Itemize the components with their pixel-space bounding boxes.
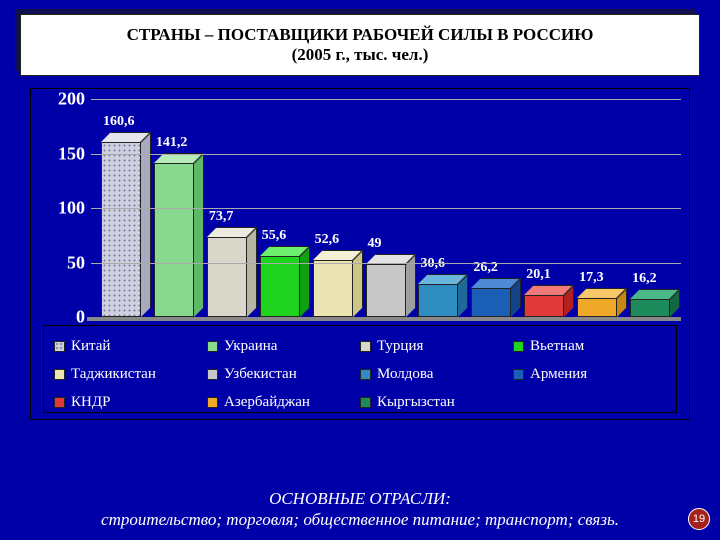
- bar: [313, 250, 363, 317]
- legend-item: Таджикистан: [54, 366, 207, 383]
- bar: [471, 278, 521, 317]
- value-label: 55,6: [262, 228, 287, 244]
- legend-item: Кыргызстан: [360, 394, 513, 411]
- bar: [630, 289, 680, 317]
- legend-label: Узбекистан: [224, 366, 297, 383]
- title-box: СТРАНЫ – ПОСТАВЩИКИ РАБОЧЕЙ СИЛЫ В РОССИ…: [20, 14, 700, 76]
- footer-line-2: строительство; торговля; общественное пи…: [0, 509, 720, 530]
- legend-item: Молдова: [360, 366, 513, 383]
- chart-axes: 160,6141,273,755,652,64930,626,220,117,3…: [41, 99, 681, 317]
- value-label: 160,6: [103, 114, 135, 130]
- y-tick-label: 200: [41, 89, 85, 110]
- slide-number: 19: [688, 508, 710, 530]
- bar: [577, 288, 627, 317]
- legend-swatch: [54, 397, 65, 408]
- bar: [260, 246, 310, 317]
- value-label: 20,1: [526, 267, 551, 283]
- footer-line-1: ОСНОВНЫЕ ОТРАСЛИ:: [0, 488, 720, 509]
- legend-label: Турция: [377, 338, 423, 355]
- legend-swatch: [513, 341, 524, 352]
- legend-item: КНДР: [54, 394, 207, 411]
- title-sub: (2005 г., тыс. чел.): [33, 45, 687, 65]
- legend-item: Азербайджан: [207, 394, 360, 411]
- value-label: 141,2: [156, 135, 188, 151]
- legend-label: Азербайджан: [224, 394, 310, 411]
- y-tick-label: 150: [41, 143, 85, 164]
- bar: [418, 274, 468, 317]
- y-tick-label: 50: [41, 252, 85, 273]
- legend-item: Турция: [360, 338, 513, 355]
- legend-swatch: [360, 369, 371, 380]
- legend-item: Узбекистан: [207, 366, 360, 383]
- bar: [154, 153, 204, 317]
- legend-label: Армения: [530, 366, 587, 383]
- legend-label: Вьетнам: [530, 338, 584, 355]
- legend-swatch: [360, 397, 371, 408]
- gridline: [91, 263, 681, 264]
- bar: [207, 227, 257, 317]
- legend-label: Таджикистан: [71, 366, 156, 383]
- y-tick-label: 100: [41, 198, 85, 219]
- legend-label: Украина: [224, 338, 277, 355]
- value-label: 52,6: [315, 232, 340, 248]
- legend-swatch: [360, 341, 371, 352]
- legend-label: Кыргызстан: [377, 394, 455, 411]
- legend-swatch: [207, 369, 218, 380]
- legend-label: Молдова: [377, 366, 433, 383]
- legend-swatch: [207, 397, 218, 408]
- legend-item: Армения: [513, 366, 666, 383]
- value-label: 16,2: [632, 271, 657, 287]
- bar: [101, 132, 151, 317]
- value-label: 17,3: [579, 270, 604, 286]
- legend-swatch: [513, 369, 524, 380]
- legend-item: Украина: [207, 338, 360, 355]
- legend-label: Китай: [71, 338, 110, 355]
- value-label: 30,6: [420, 256, 445, 272]
- legend-label: КНДР: [71, 394, 110, 411]
- legend-swatch: [54, 369, 65, 380]
- value-label: 73,7: [209, 209, 234, 225]
- gridline: [91, 208, 681, 209]
- title-main: СТРАНЫ – ПОСТАВЩИКИ РАБОЧЕЙ СИЛЫ В РОССИ…: [33, 25, 687, 45]
- plot-area: 160,6141,273,755,652,64930,626,220,117,3…: [101, 109, 673, 317]
- bar-chart: 160,6141,273,755,652,64930,626,220,117,3…: [30, 88, 690, 420]
- footer-text: ОСНОВНЫЕ ОТРАСЛИ: строительство; торговл…: [0, 488, 720, 531]
- gridline: [91, 154, 681, 155]
- legend-swatch: [54, 341, 65, 352]
- gridline: [91, 99, 681, 100]
- bar: [524, 285, 574, 317]
- legend-item: Вьетнам: [513, 338, 666, 355]
- value-label: 49: [368, 236, 382, 252]
- legend-swatch: [207, 341, 218, 352]
- legend: Китай Украина Турция Вьетнам Таджикистан Узбе…: [43, 325, 677, 413]
- legend-item: Китай: [54, 338, 207, 355]
